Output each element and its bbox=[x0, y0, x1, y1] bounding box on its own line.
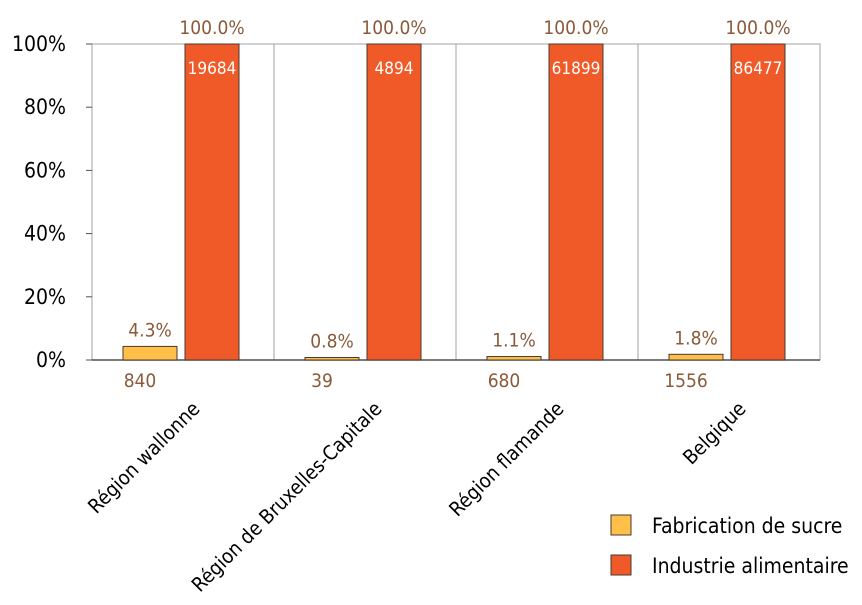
y-tick-label: 80% bbox=[24, 95, 66, 119]
bars bbox=[122, 43, 786, 361]
category-label: Région de Bruxelles-Capitale bbox=[187, 397, 387, 597]
bar-alimentaire bbox=[184, 43, 240, 361]
legend-swatch bbox=[610, 554, 632, 576]
y-axis-ticks: 0% 20% 40% 60% 80% 100% bbox=[12, 32, 92, 372]
bar-alimentaire bbox=[730, 43, 786, 361]
y-tick-label: 0% bbox=[36, 348, 66, 372]
category-label: Région wallonne bbox=[83, 397, 205, 519]
count-label: 19684 bbox=[188, 59, 237, 79]
count-label: 39 bbox=[311, 370, 333, 392]
bar-alimentaire bbox=[548, 43, 604, 361]
category-label: Région flamande bbox=[444, 397, 568, 521]
y-tick-label: 60% bbox=[24, 158, 66, 182]
bar-sucre bbox=[304, 356, 360, 361]
percent-label: 1.1% bbox=[492, 330, 535, 352]
category-label: Belgique bbox=[678, 397, 751, 470]
percent-label: 4.3% bbox=[128, 319, 171, 341]
count-label: 840 bbox=[124, 370, 157, 392]
percent-label: 100.0% bbox=[361, 17, 426, 39]
y-tick-label: 100% bbox=[12, 32, 66, 56]
y-tick-label: 20% bbox=[24, 285, 66, 309]
data-labels: 4.3% 840 100.0% 19684 0.8% 39 100.0% 4894 1.1% 68… bbox=[124, 17, 791, 392]
percent-label: 0.8% bbox=[310, 330, 353, 352]
percent-label: 100.0% bbox=[543, 17, 608, 39]
count-label: 1556 bbox=[664, 370, 708, 392]
count-label: 680 bbox=[488, 370, 521, 392]
bar-alimentaire bbox=[366, 43, 422, 361]
legend: Fabrication de sucre Industrie alimentair… bbox=[610, 514, 849, 578]
legend-label: Industrie alimentaire bbox=[652, 554, 849, 578]
count-label: 86477 bbox=[734, 59, 783, 79]
count-label: 4894 bbox=[375, 59, 414, 79]
legend-swatch bbox=[610, 514, 632, 536]
legend-label: Fabrication de sucre bbox=[652, 514, 842, 538]
percent-label: 100.0% bbox=[725, 17, 790, 39]
bar-sucre bbox=[668, 353, 724, 361]
bar-sucre bbox=[486, 356, 542, 361]
y-tick-label: 40% bbox=[24, 222, 66, 246]
percent-label: 1.8% bbox=[674, 327, 717, 349]
percent-label: 100.0% bbox=[179, 17, 244, 39]
count-label: 61899 bbox=[552, 59, 601, 79]
bar-sucre bbox=[122, 345, 178, 361]
